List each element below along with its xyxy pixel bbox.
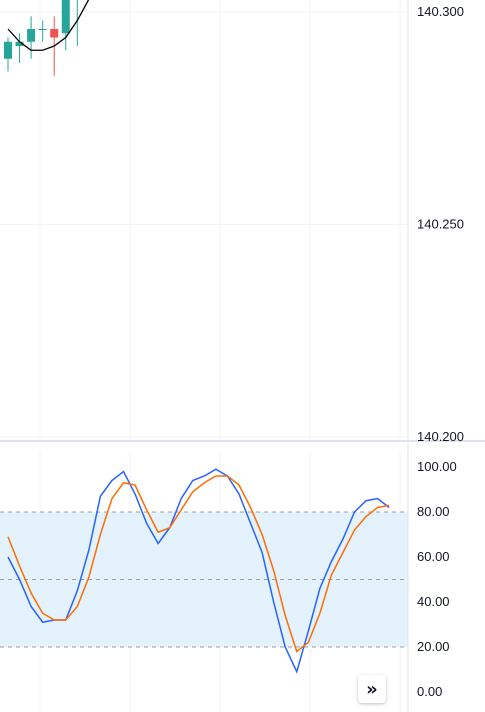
stoch-tick-label: 100.00	[417, 459, 457, 474]
candle-up	[38, 29, 47, 30]
candle-up	[15, 41, 24, 46]
candle-up	[4, 41, 12, 59]
double-chevron-right-icon: »	[366, 678, 378, 700]
candle-up	[27, 29, 36, 42]
stoch-tick-label: 60.00	[417, 549, 450, 564]
stoch-d-line	[7, 475, 390, 653]
candles	[4, 0, 78, 76]
price-tick-label: 140.200	[417, 429, 464, 444]
stoch-tick-label: 0.00	[417, 684, 442, 699]
price-tick-label: 140.250	[417, 217, 464, 232]
stochastic-pane	[0, 511, 408, 648]
stoch-tick-label: 40.00	[417, 594, 450, 609]
stoch-tick-label: 80.00	[417, 504, 450, 519]
stoch-tick-label: 20.00	[417, 639, 450, 654]
scroll-to-realtime-button[interactable]: »	[358, 675, 386, 703]
price-tick-label: 140.300	[417, 4, 464, 19]
stoch-k-line	[7, 468, 390, 674]
price-axis: 140.200140.250140.300140.350140.400140.4…	[417, 4, 464, 444]
candle-up	[61, 0, 70, 34]
stochastic-axis: 0.00 20.00 40.00 60.00 80.00 100.00	[417, 459, 457, 699]
moving-average-line	[7, 0, 90, 51]
candle-down	[50, 29, 59, 38]
